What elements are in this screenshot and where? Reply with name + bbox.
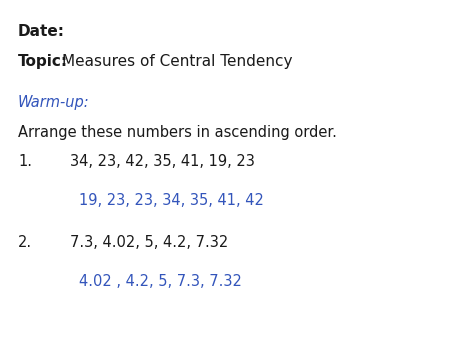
Text: 19, 23, 23, 34, 35, 41, 42: 19, 23, 23, 34, 35, 41, 42 (79, 193, 264, 208)
Text: 2.: 2. (18, 235, 32, 250)
Text: 7.3, 4.02, 5, 4.2, 7.32: 7.3, 4.02, 5, 4.2, 7.32 (70, 235, 228, 250)
Text: 1.: 1. (18, 154, 32, 169)
Text: Topic:: Topic: (18, 54, 68, 69)
Text: 34, 23, 42, 35, 41, 19, 23: 34, 23, 42, 35, 41, 19, 23 (70, 154, 255, 169)
Text: Warm-up:: Warm-up: (18, 95, 90, 110)
Text: Arrange these numbers in ascending order.: Arrange these numbers in ascending order… (18, 125, 337, 140)
Text: Measures of Central Tendency: Measures of Central Tendency (62, 54, 292, 69)
Text: Date:: Date: (18, 24, 65, 39)
Text: 4.02 , 4.2, 5, 7.3, 7.32: 4.02 , 4.2, 5, 7.3, 7.32 (79, 274, 242, 289)
